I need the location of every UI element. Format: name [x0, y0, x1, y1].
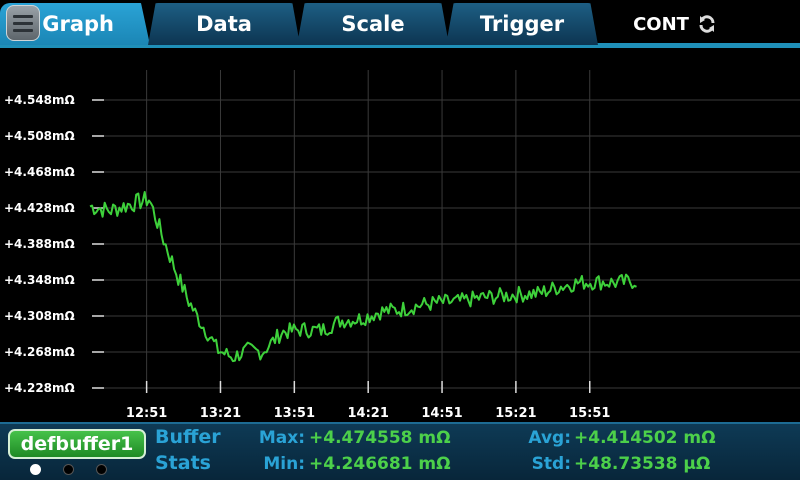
- tab-data-label: Data: [196, 12, 252, 36]
- y-tick-label: +4.428mΩ: [4, 201, 75, 215]
- series-line: [89, 191, 637, 363]
- max-value: +4.474558 mΩ: [309, 428, 451, 448]
- y-tick-label: +4.228mΩ: [4, 381, 75, 395]
- tab-scale-label: Scale: [341, 12, 405, 36]
- avg-label: Avg:: [528, 428, 571, 448]
- x-axis-ticks: 12:51 13:21 13:51 14:21 14:51 15:21 15:51: [126, 381, 610, 421]
- graph-area[interactable]: +4.548mΩ +4.508mΩ +4.468mΩ +4.428mΩ +4.388mΩ…: [0, 48, 800, 422]
- cont-mode-label: CONT: [633, 13, 689, 35]
- y-tick-label: +4.388mΩ: [4, 237, 75, 251]
- y-tick-label: +4.548mΩ: [4, 93, 75, 107]
- series-layer: [89, 191, 637, 363]
- x-tick-label: 15:51: [569, 406, 610, 421]
- page-dot-3[interactable]: [96, 464, 107, 475]
- tab-graph-label: Graph: [42, 12, 114, 36]
- tab-scale[interactable]: Scale: [297, 3, 449, 45]
- tab-trigger-label: Trigger: [479, 12, 565, 36]
- tab-trigger[interactable]: Trigger: [446, 3, 598, 45]
- x-tick-label: 14:51: [421, 406, 462, 421]
- tab-data[interactable]: Data: [148, 3, 300, 45]
- stats-title-stats: Stats: [155, 452, 211, 474]
- buffer-name: defbuffer1: [20, 433, 134, 455]
- y-tick-label: +4.508mΩ: [4, 129, 75, 143]
- y-tick-label: +4.308mΩ: [4, 309, 75, 323]
- y-tick-label: +4.268mΩ: [4, 345, 75, 359]
- x-tick-label: 13:21: [200, 406, 241, 421]
- std-value: +48.73538 μΩ: [574, 454, 711, 474]
- cont-mode-button[interactable]: CONT: [620, 6, 730, 42]
- page-dot-2[interactable]: [63, 464, 74, 475]
- hamburger-menu-icon[interactable]: [6, 5, 40, 41]
- stats-title-buffer: Buffer: [155, 426, 221, 448]
- tab-bar: Graph Data Scale Trigger CONT: [0, 0, 800, 48]
- x-tick-label: 15:21: [495, 406, 536, 421]
- status-bar: defbuffer1 Buffer Stats Max: +4.474558 m…: [0, 422, 800, 480]
- min-value: +4.246681 mΩ: [309, 454, 451, 474]
- buffer-select-button[interactable]: defbuffer1: [8, 429, 146, 459]
- y-axis-ticks: +4.548mΩ +4.508mΩ +4.468mΩ +4.428mΩ +4.388mΩ…: [4, 93, 104, 395]
- std-label: Std:: [531, 454, 571, 474]
- min-label: Min:: [263, 454, 305, 474]
- avg-value: +4.414502 mΩ: [574, 428, 716, 448]
- y-tick-label: +4.348mΩ: [4, 273, 75, 287]
- x-tick-label: 14:21: [347, 406, 388, 421]
- tab-bar-underline: [0, 43, 800, 48]
- y-tick-label: +4.468mΩ: [4, 165, 75, 179]
- page-indicator[interactable]: [30, 464, 107, 475]
- max-label: Max:: [258, 428, 305, 448]
- x-tick-label: 12:51: [126, 406, 167, 421]
- refresh-icon: [699, 15, 715, 33]
- resistance-graph[interactable]: +4.548mΩ +4.508mΩ +4.468mΩ +4.428mΩ +4.388mΩ…: [0, 48, 800, 422]
- x-tick-label: 13:51: [274, 406, 315, 421]
- page-dot-1[interactable]: [30, 464, 41, 475]
